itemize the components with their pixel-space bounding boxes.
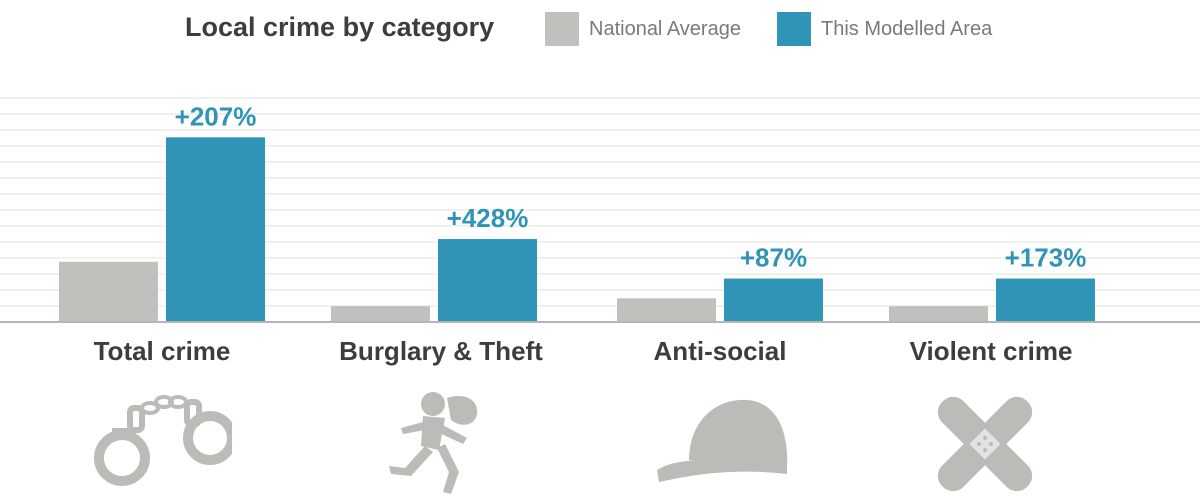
bar-area-1 xyxy=(438,239,537,322)
bar-national-0 xyxy=(59,261,158,322)
bar-national-2 xyxy=(617,298,716,322)
handcuffs-icon xyxy=(94,395,232,486)
bar-area-3 xyxy=(996,278,1095,322)
legend-swatch-area xyxy=(777,12,811,46)
legend-item-national: National Average xyxy=(545,12,741,46)
bar-national-3 xyxy=(889,306,988,322)
category-label-burglary: Burglary & Theft xyxy=(339,336,543,366)
legend-label-area: This Modelled Area xyxy=(821,17,993,40)
data-label-0: +207% xyxy=(175,101,257,131)
legend-item-area: This Modelled Area xyxy=(777,12,992,46)
data-label-3: +173% xyxy=(1005,243,1087,273)
running-thief-icon xyxy=(389,392,478,494)
category-label-total: Total crime xyxy=(93,336,231,366)
bar-area-2 xyxy=(724,278,823,322)
legend-label-national: National Average xyxy=(589,17,741,40)
chart-title: Local crime by category xyxy=(185,12,495,42)
legend-swatch-national xyxy=(545,12,579,46)
chart-header: Local crime by category National Average… xyxy=(0,0,1200,60)
bar-area-0 xyxy=(166,137,265,322)
bar-national-1 xyxy=(331,306,430,322)
bar-chart: +207% +428% +87% +173% xyxy=(0,97,1200,323)
data-label-1: +428% xyxy=(447,203,529,233)
data-label-2: +87% xyxy=(740,243,807,273)
baseball-cap-icon xyxy=(657,399,788,482)
category-label-violent: Violent crime xyxy=(909,336,1073,366)
crossed-bandage-icon xyxy=(937,396,1033,492)
category-label-antisocial: Anti-social xyxy=(653,336,787,366)
